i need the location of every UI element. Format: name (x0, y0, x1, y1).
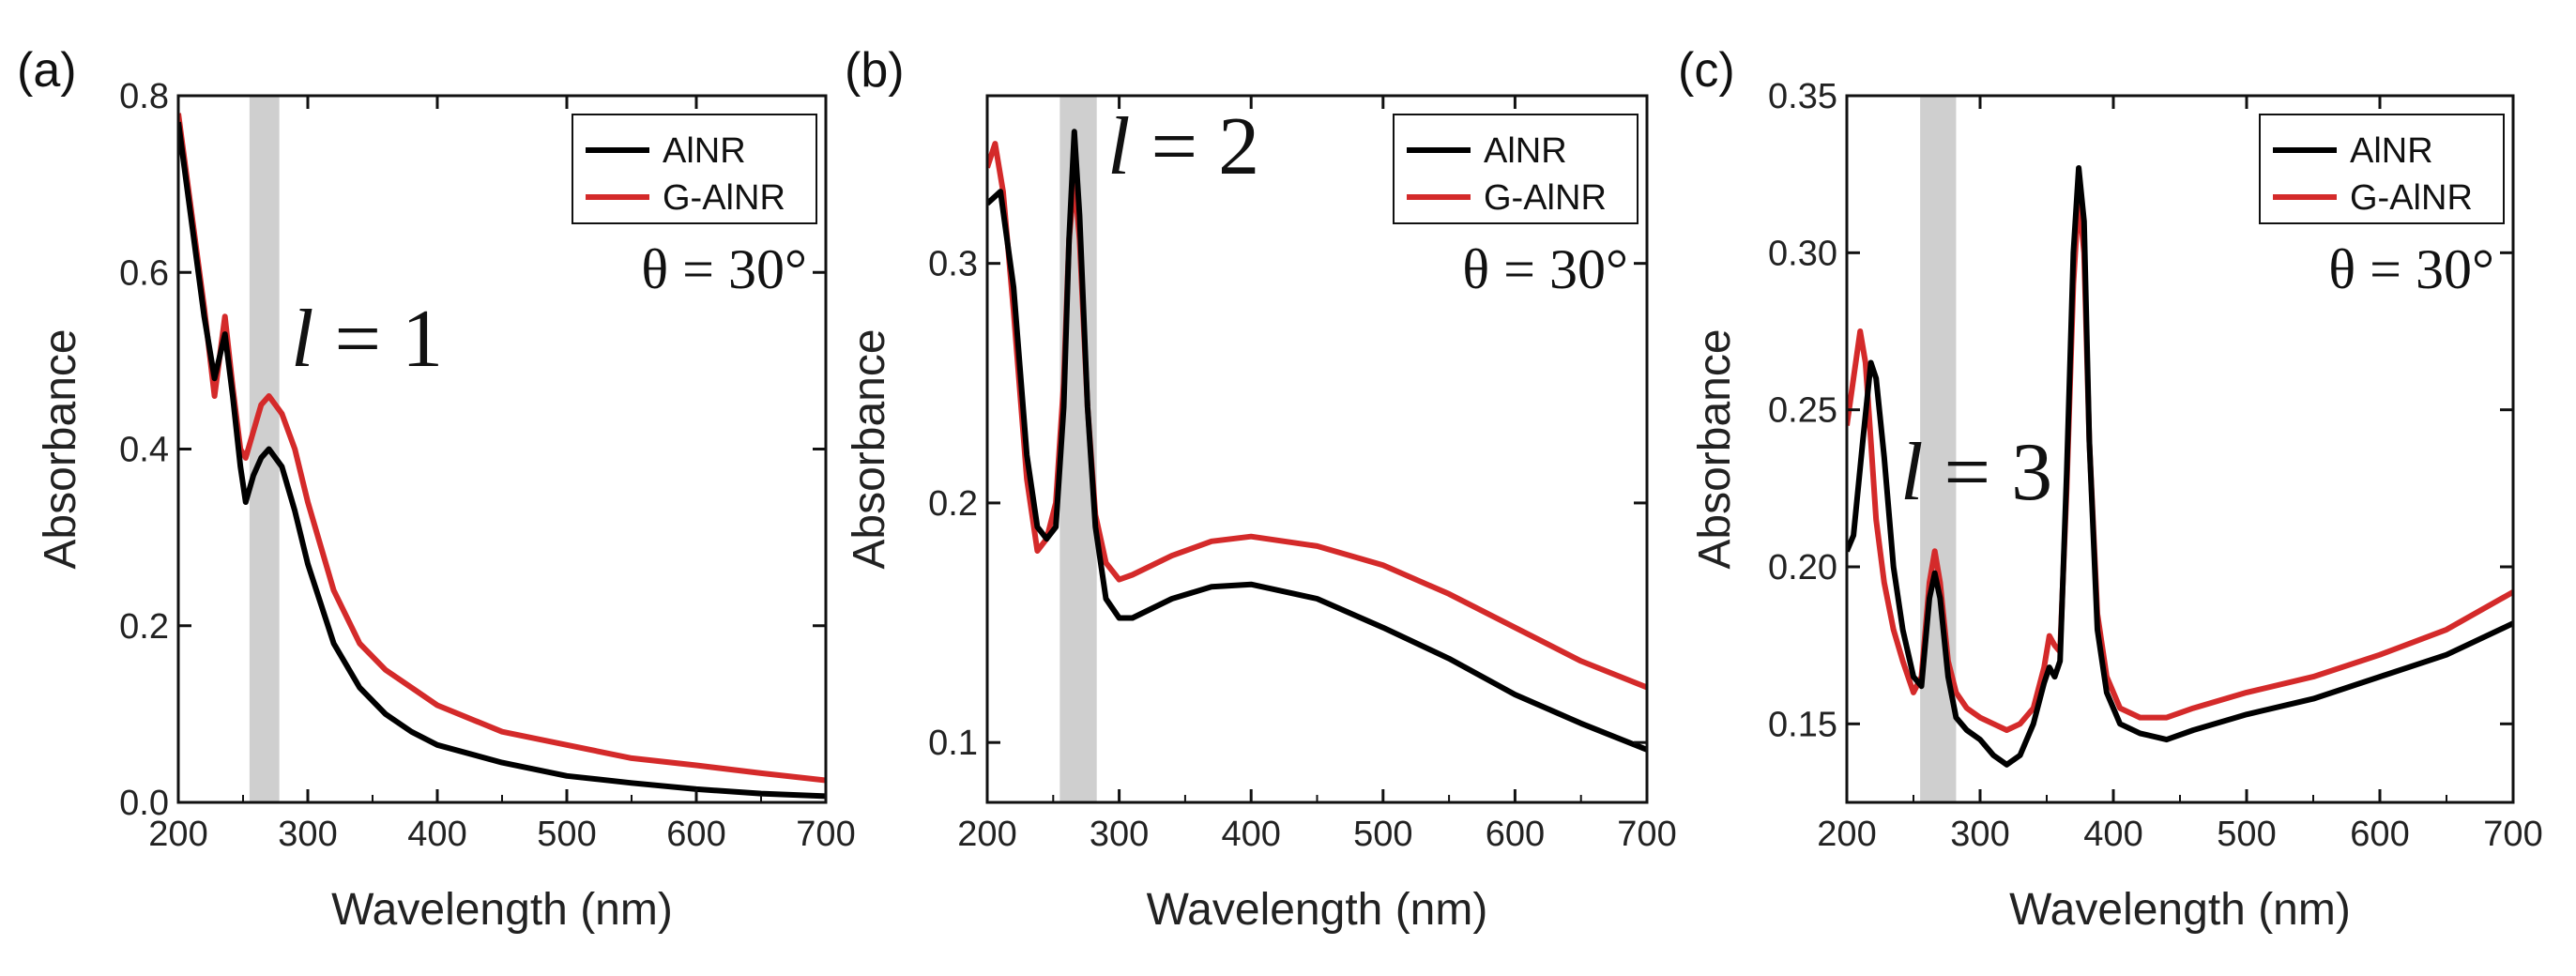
legend-box (572, 114, 817, 224)
y-tick-label: 0.20 (1768, 548, 1837, 587)
x-axis-title: Wavelength (nm) (1147, 885, 1488, 935)
x-axis-title: Wavelength (nm) (2009, 885, 2351, 935)
legend-label-alnr: AlNR (1484, 131, 1567, 171)
panel-b: 200 300 400 500 600 700 0.1 0.2 0.3 Wavelength (n… (845, 43, 1677, 935)
theta-annotation: θ = 30° (2328, 238, 2494, 300)
series-line-g-alnr (1847, 193, 2513, 733)
legend-label-g-alnr: G-AlNR (1484, 178, 1607, 218)
panel-c: 200 300 400 500 600 700 0.15 0.20 0.25 0.30 0.35 Wa… (1678, 43, 2543, 935)
theta-annotation: θ = 30° (1462, 238, 1628, 300)
panel-a: 200 300 400 500 600 700 0.0 0.2 0.4 0.6 0.8 Wavelen… (17, 43, 856, 935)
y-tick-label: 0.8 (119, 77, 169, 116)
y-tick-label: 0.35 (1768, 77, 1837, 116)
y-axis-title: Absorbance (1690, 328, 1740, 569)
x-tick-label: 300 (1950, 815, 2009, 854)
y-tick-label: 0.25 (1768, 391, 1837, 431)
y-tick-label: 0.1 (928, 724, 978, 763)
x-tick-label: 700 (2483, 815, 2542, 854)
legend-label-alnr: AlNR (663, 131, 746, 171)
legend-label-g-alnr: G-AlNR (663, 178, 785, 218)
order-annotation: l = 3 (1900, 427, 2052, 518)
series-line-g-alnr (178, 113, 826, 784)
y-tick-label: 0.3 (928, 245, 978, 284)
y-axis-title: Absorbance (845, 328, 894, 569)
x-tick-label: 300 (1090, 815, 1149, 854)
y-tick-label: 0.15 (1768, 705, 1837, 744)
y-tick-label: 0.2 (119, 607, 169, 647)
x-tick-label: 200 (957, 815, 1016, 854)
y-tick-label: 0.30 (1768, 234, 1837, 273)
order-annotation: l = 2 (1107, 101, 1259, 192)
series-line-alnr (1847, 165, 2513, 768)
x-tick-label: 600 (666, 815, 725, 854)
panel-label: (b) (845, 43, 905, 98)
x-tick-label: 200 (1817, 815, 1876, 854)
x-tick-label: 600 (1486, 815, 1545, 854)
legend-box (1393, 114, 1639, 224)
panel-label: (a) (17, 43, 77, 98)
x-tick-label: 500 (537, 815, 596, 854)
theta-annotation: θ = 30° (641, 238, 807, 300)
x-tick-label: 500 (2217, 815, 2276, 854)
y-tick-label: 0.6 (119, 253, 169, 293)
order-annotation: l = 1 (291, 294, 443, 385)
y-tick-label: 0.0 (119, 784, 169, 823)
y-axis-title: Absorbance (36, 328, 85, 569)
legend-label-g-alnr: G-AlNR (2350, 178, 2473, 218)
highlight-band (249, 96, 280, 802)
legend-label-alnr: AlNR (2350, 131, 2433, 171)
panel-label: (c) (1678, 43, 1735, 98)
x-tick-label: 200 (148, 815, 207, 854)
series-line-alnr (178, 121, 826, 800)
y-tick-label: 0.4 (119, 431, 169, 470)
legend: AlNR G-AlNR (572, 114, 817, 224)
x-tick-label: 400 (2083, 815, 2142, 854)
y-tick-label: 0.2 (928, 484, 978, 524)
x-tick-label: 600 (2350, 815, 2409, 854)
legend: AlNR G-AlNR (2259, 114, 2505, 224)
legend: AlNR G-AlNR (1393, 114, 1639, 224)
x-axis-title: Wavelength (nm) (331, 885, 673, 935)
legend-box (2259, 114, 2505, 224)
series-line-alnr (987, 129, 1647, 753)
x-tick-label: 500 (1353, 815, 1412, 854)
x-tick-label: 300 (278, 815, 337, 854)
x-tick-label: 400 (407, 815, 466, 854)
x-tick-label: 700 (1617, 815, 1676, 854)
x-tick-label: 400 (1221, 815, 1280, 854)
x-tick-label: 700 (796, 815, 855, 854)
